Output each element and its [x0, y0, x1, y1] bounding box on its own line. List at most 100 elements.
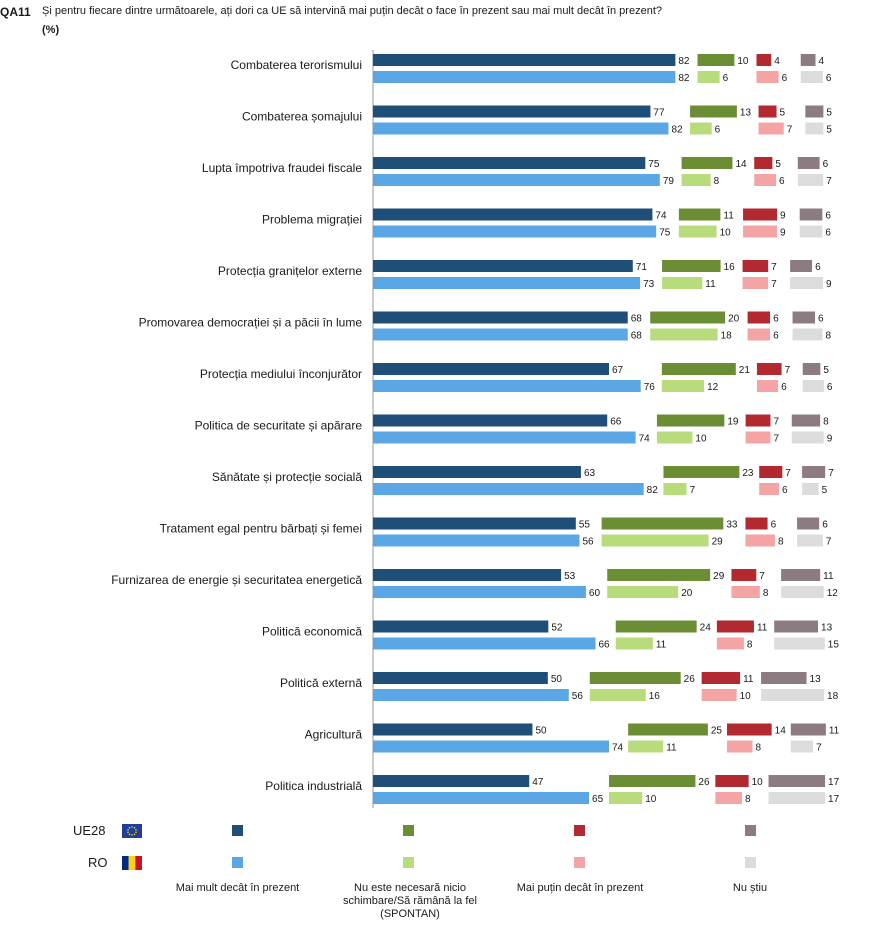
bar-value-label: 65 [592, 794, 604, 805]
category-label: Sănătate și protecție socială [212, 470, 362, 484]
bar-value-label: 20 [728, 314, 740, 325]
bar-ro-same [662, 277, 703, 289]
bar-value-label: 73 [643, 279, 655, 290]
bar-value-label: 11 [705, 279, 716, 290]
bar-ue28-more [373, 260, 633, 272]
bar-value-label: 7 [785, 365, 791, 376]
bar-ro-less [756, 71, 779, 83]
bar-value-label: 7 [773, 434, 779, 445]
eu-flag-icon [122, 824, 142, 838]
bar-value-label: 17 [828, 794, 840, 805]
category-label: Combaterea terorismului [231, 58, 362, 72]
bar-ue28-dk [797, 517, 820, 530]
bar-value-label: 12 [707, 382, 719, 393]
bar-ue28-dk [790, 260, 813, 272]
bar-ro-same [656, 431, 693, 444]
bar-ue28-same [628, 723, 708, 736]
bar-value-label: 26 [684, 674, 696, 685]
bar-value-label: 17 [828, 777, 840, 788]
bar-value-label: 6 [827, 382, 833, 393]
bar-ue28-more [373, 54, 676, 66]
bar-ue28-more [373, 105, 651, 118]
bar-ro-more [373, 328, 628, 341]
bar-value-label: 7 [759, 571, 765, 582]
bar-ro-more [373, 689, 569, 701]
bar-ue28-dk [797, 157, 820, 169]
bar-value-label: 8 [745, 794, 751, 805]
legend-swatch-ue28-less [574, 825, 585, 836]
bar-ue28-dk [761, 672, 807, 684]
bar-ro-same [609, 792, 643, 804]
bar-value-label: 4 [774, 56, 780, 67]
bar-ue28-dk [790, 723, 826, 736]
bar-value-label: 15 [828, 640, 840, 651]
bar-ro-dk [805, 122, 824, 135]
bar-ro-dk [768, 792, 826, 804]
bar-value-label: 20 [681, 588, 693, 599]
category-label: Politica de securitate și apărare [195, 419, 363, 433]
legend-label-more: Mai mult decât în prezent [175, 882, 300, 894]
bar-value-label: 8 [747, 640, 753, 651]
bar-value-label: 50 [535, 726, 547, 737]
bar-ro-less [747, 328, 771, 341]
bar-value-label: 8 [763, 588, 769, 599]
bar-value-label: 14 [775, 726, 787, 737]
bar-value-label: 6 [771, 520, 777, 531]
bar-ue28-same [663, 466, 740, 478]
legend-swatch-ro-dk [745, 857, 756, 868]
bar-value-label: 11 [757, 623, 768, 634]
ro-flag-icon [122, 856, 142, 870]
bar-value-label: 8 [714, 176, 720, 187]
bar-value-label: 71 [636, 262, 648, 273]
bar-ue28-more [373, 466, 581, 478]
legend-swatch-ue28-more [232, 825, 243, 836]
bar-ue28-less [754, 157, 773, 169]
bar-ro-dk [802, 483, 819, 495]
bar-ro-same [690, 122, 712, 135]
bar-ro-more [373, 122, 669, 135]
bar-ue28-same [690, 105, 737, 118]
bar-value-label: 5 [823, 365, 829, 376]
bar-value-label: 29 [713, 571, 725, 582]
bar-ue28-more [373, 672, 548, 684]
bar-value-label: 8 [778, 537, 784, 548]
bar-value-label: 66 [599, 640, 611, 651]
bar-ro-same [650, 328, 718, 341]
bar-value-label: 21 [739, 365, 751, 376]
bar-value-label: 68 [631, 314, 643, 325]
bar-ro-dk [792, 328, 823, 341]
bar-ro-dk [761, 689, 825, 701]
bar-ue28-less [756, 54, 772, 66]
bar-ue28-more [373, 569, 562, 581]
bar-value-label: 6 [773, 331, 779, 342]
bar-value-label: 7 [816, 743, 822, 754]
bar-ue28-dk [805, 105, 824, 118]
bar-value-label: 6 [782, 485, 788, 496]
bar-value-label: 6 [825, 211, 831, 222]
bar-value-label: 7 [826, 537, 832, 548]
bar-value-label: 74 [655, 211, 667, 222]
bar-ro-less [756, 380, 779, 392]
bar-ue28-less [758, 105, 777, 118]
bar-value-label: 74 [612, 743, 624, 754]
bar-value-label: 6 [782, 73, 788, 84]
bar-value-label: 16 [649, 691, 661, 702]
bar-value-label: 6 [723, 73, 729, 84]
question-text: Și pentru fiecare dintre următoarele, aț… [42, 5, 662, 17]
bar-ro-dk [797, 534, 823, 547]
category-label: Politica industrială [265, 779, 362, 793]
bar-value-label: 24 [700, 623, 712, 634]
bar-value-label: 33 [726, 520, 738, 531]
bar-ue28-less [743, 208, 778, 221]
bar-ro-dk [790, 740, 814, 753]
bar-ue28-dk [781, 569, 821, 581]
category-label: Lupta împotriva fraudei fiscale [202, 161, 362, 175]
bar-value-label: 11 [656, 640, 667, 651]
bar-ro-dk [799, 225, 823, 238]
bar-value-label: 13 [740, 108, 752, 119]
bar-value-label: 10 [695, 434, 707, 445]
bar-value-label: 26 [698, 777, 710, 788]
bar-value-label: 25 [711, 726, 723, 737]
bar-value-label: 7 [771, 262, 777, 273]
bar-value-label: 50 [551, 674, 563, 685]
